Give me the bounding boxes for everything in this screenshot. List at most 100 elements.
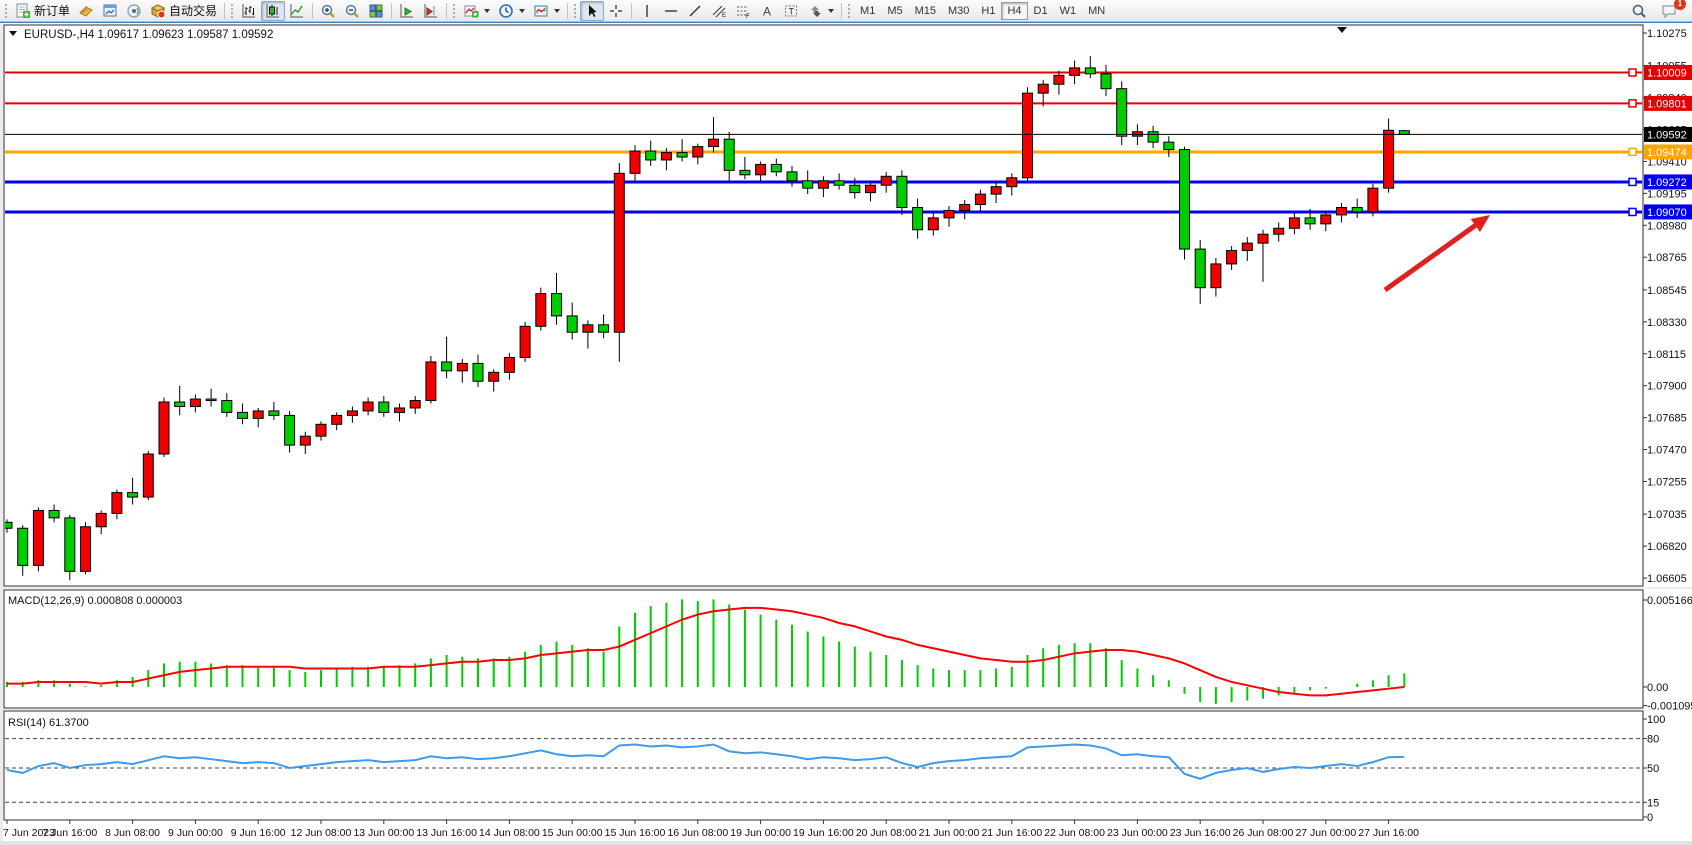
tile-windows-icon (369, 4, 383, 17)
arrows-button[interactable] (803, 1, 838, 21)
svg-text:80: 80 (1647, 734, 1659, 746)
symbol-info: EURUSD-,H4 1.09617 1.09623 1.09587 1.095… (9, 29, 273, 41)
channel-button[interactable]: E (707, 1, 731, 21)
new-order-label: 新订单 (34, 4, 71, 18)
svg-text:15: 15 (1647, 797, 1659, 809)
svg-text:13 Jun 16:00: 13 Jun 16:00 (416, 827, 477, 839)
search-button[interactable] (1627, 1, 1651, 21)
notifications-button[interactable]: 1 (1657, 0, 1686, 21)
toolbar-drag-handle[interactable] (847, 2, 853, 19)
macd-histogram (6, 599, 1406, 704)
svg-text:1.09195: 1.09195 (1647, 188, 1687, 200)
periods-button[interactable] (494, 1, 529, 21)
cursor-button[interactable] (580, 0, 605, 21)
svg-text:27 Jun 16:00: 27 Jun 16:00 (1358, 827, 1419, 839)
zoom-out-button[interactable] (340, 1, 364, 21)
notification-badge: 1 (1674, 0, 1686, 10)
toolbar-drag-handle[interactable] (573, 2, 579, 19)
editor-button[interactable] (74, 1, 98, 21)
svg-text:100: 100 (1647, 714, 1665, 726)
svg-text:F: F (746, 14, 750, 19)
new-chart-icon (103, 4, 117, 16)
toolbar-drag-handle[interactable] (230, 2, 236, 19)
annotation-arrow[interactable] (1383, 215, 1490, 293)
horizontal-line-icon (665, 9, 678, 12)
templates-button[interactable] (529, 1, 564, 21)
timeframe-button-W1[interactable]: W1 (1059, 4, 1077, 17)
trendline-button[interactable] (683, 1, 707, 21)
vertical-line-button[interactable] (635, 1, 659, 21)
zoom-in-button[interactable] (316, 1, 340, 21)
timeframe-button-MN[interactable]: MN (1088, 4, 1106, 17)
quick-trade-toggle-icon[interactable] (9, 31, 17, 36)
svg-text:1.10009: 1.10009 (1647, 68, 1687, 80)
crosshair-icon (610, 4, 623, 17)
timeframe-button-M5[interactable]: M5 (887, 4, 903, 17)
timeframe-button-D1[interactable]: D1 (1033, 4, 1048, 17)
crosshair-button[interactable] (604, 1, 628, 21)
chart-shift-button[interactable] (419, 1, 443, 21)
toolbar-drag-handle[interactable] (4, 2, 9, 19)
svg-text:8 Jun 08:00: 8 Jun 08:00 (105, 827, 160, 839)
candlestick-chart-button[interactable] (261, 0, 286, 21)
timeframe-button-M30[interactable]: M30 (948, 4, 970, 17)
new-chart-button[interactable] (98, 1, 122, 21)
svg-text:A: A (763, 4, 771, 18)
line-chart-button[interactable] (285, 1, 309, 21)
svg-text:1.07470: 1.07470 (1647, 445, 1687, 457)
toolbar-separator (567, 2, 569, 19)
timeframe-button-M15[interactable]: M15 (914, 4, 936, 17)
auto-scroll-button[interactable] (395, 1, 419, 21)
dropdown-arrow-icon (554, 8, 561, 13)
svg-text:1.07255: 1.07255 (1647, 476, 1687, 488)
indicators-button[interactable] (459, 1, 494, 21)
new-order-button[interactable]: 新订单 (11, 1, 74, 21)
chart-shift-marker[interactable] (1337, 27, 1347, 33)
svg-text:0: 0 (1647, 812, 1653, 824)
svg-text:23 Jun 16:00: 23 Jun 16:00 (1170, 827, 1231, 839)
text-label-icon: T (785, 5, 798, 16)
svg-text:7 Jun 16:00: 7 Jun 16:00 (42, 827, 97, 839)
svg-text:19 Jun 00:00: 19 Jun 00:00 (730, 827, 791, 839)
timeframe-button-H1[interactable]: H1 (981, 4, 996, 17)
svg-text:50: 50 (1647, 763, 1659, 775)
text-label-button[interactable]: T (779, 1, 803, 21)
svg-text:1.06605: 1.06605 (1647, 573, 1687, 585)
toolbar-right-group: 1 (1627, 0, 1690, 21)
svg-text:16 Jun 08:00: 16 Jun 08:00 (667, 827, 728, 839)
fibonacci-button[interactable]: F (731, 1, 755, 21)
toolbar-drag-handle[interactable] (452, 2, 458, 19)
signals-button[interactable] (122, 1, 146, 21)
zoom-in-icon (321, 4, 335, 18)
dropdown-arrow-icon (828, 8, 835, 13)
rsi-line (6, 743, 1405, 780)
candles-layer[interactable] (2, 56, 1410, 581)
svg-text:21 Jun 00:00: 21 Jun 00:00 (919, 827, 980, 839)
svg-text:13 Jun 00:00: 13 Jun 00:00 (353, 827, 414, 839)
text-icon: A (763, 4, 771, 18)
autotrading-button[interactable]: 自动交易 (146, 1, 221, 21)
rsi-pane[interactable]: RSI(14) 61.3700 100 80 50 15 0 (5, 714, 1665, 824)
svg-text:15 Jun 00:00: 15 Jun 00:00 (542, 827, 603, 839)
svg-text:1.09592: 1.09592 (1647, 129, 1687, 141)
toolbar-separator (224, 2, 226, 19)
svg-text:21 Jun 16:00: 21 Jun 16:00 (981, 827, 1042, 839)
templates-icon (534, 5, 548, 16)
macd-label: MACD(12,26,9) 0.000808 0.000003 (8, 595, 182, 607)
timeframe-button-M1[interactable]: M1 (860, 4, 876, 17)
chart-canvas[interactable]: 1.102751.100551.098401.096251.094101.091… (0, 23, 1692, 845)
bar-chart-button[interactable] (237, 1, 261, 21)
tile-windows-button[interactable] (364, 1, 388, 21)
svg-text:1.09272: 1.09272 (1647, 177, 1687, 189)
periods-clock-icon (499, 3, 513, 18)
macd-pane[interactable]: MACD(12,26,9) 0.000808 0.000003 0.005166 0… (6, 595, 1692, 712)
main-toolbar: 新订单 自动交易 (0, 0, 1692, 22)
horizontal-line-button[interactable] (659, 1, 683, 21)
timeframe-button-H4[interactable]: H4 (1001, 1, 1028, 20)
text-button[interactable]: A (755, 1, 779, 21)
zoom-out-icon (345, 4, 359, 18)
fibonacci-icon: F (737, 6, 750, 19)
svg-text:0.005166: 0.005166 (1647, 595, 1692, 607)
svg-text:15 Jun 16:00: 15 Jun 16:00 (605, 827, 666, 839)
